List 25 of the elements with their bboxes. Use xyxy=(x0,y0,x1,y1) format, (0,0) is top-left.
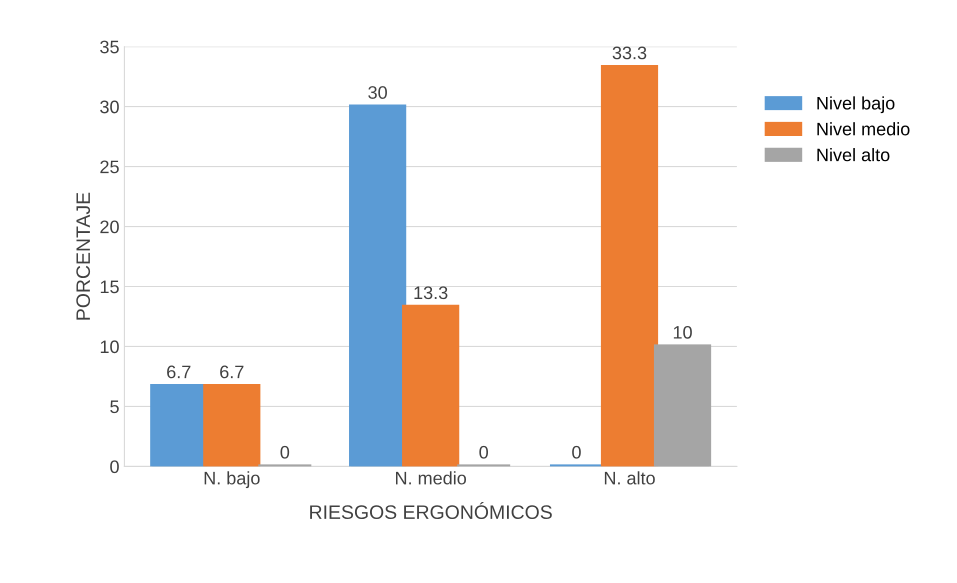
data-label: 0 xyxy=(280,446,290,459)
y-tick-label: 35 xyxy=(100,40,119,54)
y-axis-title: PORCENTAJE xyxy=(76,192,90,320)
y-tick-label: 10 xyxy=(100,340,119,354)
data-label: 0 xyxy=(572,446,581,459)
legend-label: Nivel alto xyxy=(817,148,890,162)
data-label: 30 xyxy=(368,86,387,99)
data-label: 13.3 xyxy=(414,286,448,300)
data-label: 6.7 xyxy=(167,366,190,378)
data-label: 0 xyxy=(479,446,488,459)
y-tick-label: 15 xyxy=(100,280,119,294)
legend-label: Nivel bajo xyxy=(817,96,894,114)
x-axis-title: RIESGOS ERGONÓMICOS xyxy=(310,502,552,520)
y-tick-label: 25 xyxy=(100,160,119,174)
x-tick-label: N. bajo xyxy=(204,471,260,488)
data-label: 6.7 xyxy=(220,366,244,378)
x-tick-label: N. alto xyxy=(604,471,655,485)
legend-label: Nivel medio xyxy=(817,122,910,136)
data-label: 33.3 xyxy=(612,46,646,60)
y-tick-label: 20 xyxy=(100,220,119,234)
x-tick-label: N. medio xyxy=(396,471,466,485)
data-label: 10 xyxy=(674,326,692,339)
y-tick-label: 0 xyxy=(110,460,119,474)
y-tick-label: 5 xyxy=(110,400,119,414)
y-tick-label: 30 xyxy=(100,100,119,114)
